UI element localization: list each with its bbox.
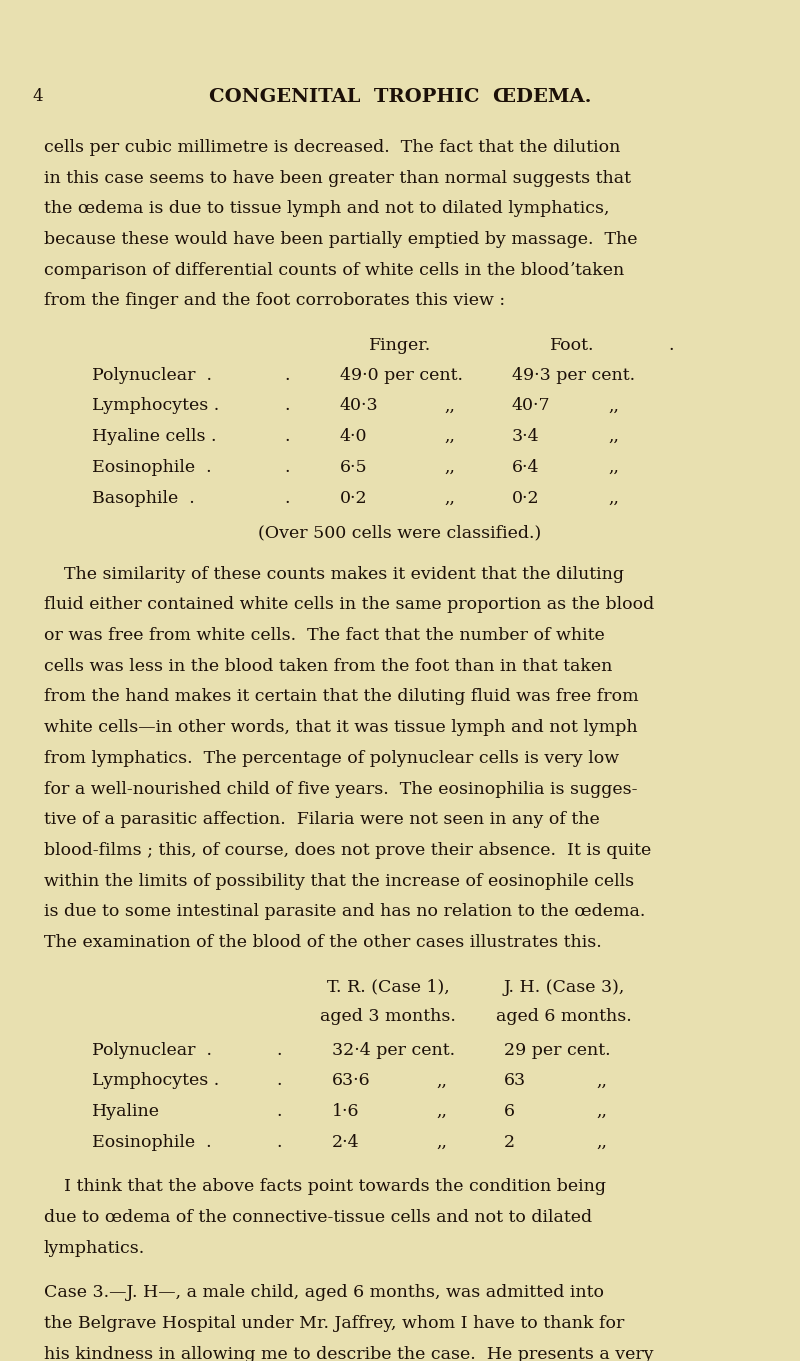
Text: ,,: ,, xyxy=(436,1134,447,1151)
Text: .: . xyxy=(284,459,290,476)
Text: ,,: ,, xyxy=(596,1134,607,1151)
Text: 4: 4 xyxy=(32,88,42,105)
Text: ,,: ,, xyxy=(436,1104,447,1120)
Text: ,,: ,, xyxy=(444,429,455,445)
Text: 2·4: 2·4 xyxy=(332,1134,360,1151)
Text: Basophile  .: Basophile . xyxy=(92,490,194,506)
Text: from the finger and the foot corroborates this view :: from the finger and the foot corroborate… xyxy=(44,293,505,309)
Text: 6: 6 xyxy=(504,1104,515,1120)
Text: I think that the above facts point towards the condition being: I think that the above facts point towar… xyxy=(64,1179,606,1195)
Text: Lymphocytes .: Lymphocytes . xyxy=(92,1072,219,1089)
Text: or was free from white cells.  The fact that the number of white: or was free from white cells. The fact t… xyxy=(44,627,605,644)
Text: .: . xyxy=(276,1041,282,1059)
Text: cells was less in the blood taken from the foot than in that taken: cells was less in the blood taken from t… xyxy=(44,657,612,675)
Text: The examination of the blood of the other cases illustrates this.: The examination of the blood of the othe… xyxy=(44,934,602,951)
Text: ,,: ,, xyxy=(436,1072,447,1089)
Text: Foot.: Foot. xyxy=(550,338,594,354)
Text: 6·5: 6·5 xyxy=(340,459,368,476)
Text: 2: 2 xyxy=(504,1134,515,1151)
Text: ,,: ,, xyxy=(444,490,455,506)
Text: 0·2: 0·2 xyxy=(340,490,368,506)
Text: is due to some intestinal parasite and has no relation to the œdema.: is due to some intestinal parasite and h… xyxy=(44,904,646,920)
Text: ,,: ,, xyxy=(596,1104,607,1120)
Text: Lymphocytes .: Lymphocytes . xyxy=(92,397,219,414)
Text: 49·0 per cent.: 49·0 per cent. xyxy=(340,366,463,384)
Text: for a well-nourished child of five years.  The eosinophilia is sugges-: for a well-nourished child of five years… xyxy=(44,781,638,798)
Text: the Belgrave Hospital under Mr. Jaffrey, whom I have to thank for: the Belgrave Hospital under Mr. Jaffrey,… xyxy=(44,1315,624,1332)
Text: The similarity of these counts makes it evident that the diluting: The similarity of these counts makes it … xyxy=(64,566,624,583)
Text: Eosinophile  .: Eosinophile . xyxy=(92,1134,212,1151)
Text: lymphatics.: lymphatics. xyxy=(44,1240,146,1256)
Text: because these would have been partially emptied by massage.  The: because these would have been partially … xyxy=(44,231,638,248)
Text: ,,: ,, xyxy=(596,1072,607,1089)
Text: .: . xyxy=(668,338,674,354)
Text: aged 3 months.: aged 3 months. xyxy=(320,1007,456,1025)
Text: fluid either contained white cells in the same proportion as the blood: fluid either contained white cells in th… xyxy=(44,596,654,614)
Text: 1·6: 1·6 xyxy=(332,1104,359,1120)
Text: within the limits of possibility that the increase of eosinophile cells: within the limits of possibility that th… xyxy=(44,872,634,890)
Text: 6·4: 6·4 xyxy=(512,459,539,476)
Text: 63·6: 63·6 xyxy=(332,1072,370,1089)
Text: tive of a parasitic affection.  Filaria were not seen in any of the: tive of a parasitic affection. Filaria w… xyxy=(44,811,600,829)
Text: 49·3 per cent.: 49·3 per cent. xyxy=(512,366,635,384)
Text: .: . xyxy=(276,1072,282,1089)
Text: ,,: ,, xyxy=(608,429,619,445)
Text: ,,: ,, xyxy=(608,459,619,476)
Text: Hyaline: Hyaline xyxy=(92,1104,160,1120)
Text: the œdema is due to tissue lymph and not to dilated lymphatics,: the œdema is due to tissue lymph and not… xyxy=(44,200,610,218)
Text: 29 per cent.: 29 per cent. xyxy=(504,1041,610,1059)
Text: white cells—in other words, that it was tissue lymph and not lymph: white cells—in other words, that it was … xyxy=(44,719,638,736)
Text: blood-films ; this, of course, does not prove their absence.  It is quite: blood-films ; this, of course, does not … xyxy=(44,842,651,859)
Text: .: . xyxy=(284,366,290,384)
Text: 40·3: 40·3 xyxy=(340,397,378,414)
Text: in this case seems to have been greater than normal suggests that: in this case seems to have been greater … xyxy=(44,170,631,186)
Text: .: . xyxy=(276,1104,282,1120)
Text: T. R. (Case 1),: T. R. (Case 1), xyxy=(326,979,450,996)
Text: .: . xyxy=(284,429,290,445)
Text: aged 6 months.: aged 6 months. xyxy=(496,1007,632,1025)
Text: CONGENITAL  TROPHIC  ŒDEMA.: CONGENITAL TROPHIC ŒDEMA. xyxy=(209,88,591,106)
Text: ,,: ,, xyxy=(444,459,455,476)
Text: 40·7: 40·7 xyxy=(512,397,550,414)
Text: J. H. (Case 3),: J. H. (Case 3), xyxy=(503,979,625,996)
Text: 0·2: 0·2 xyxy=(512,490,540,506)
Text: Hyaline cells .: Hyaline cells . xyxy=(92,429,217,445)
Text: .: . xyxy=(284,490,290,506)
Text: from lymphatics.  The percentage of polynuclear cells is very low: from lymphatics. The percentage of polyn… xyxy=(44,750,619,766)
Text: Finger.: Finger. xyxy=(369,338,431,354)
Text: 63: 63 xyxy=(504,1072,526,1089)
Text: 3·4: 3·4 xyxy=(512,429,540,445)
Text: his kindness in allowing me to describe the case.  He presents a very: his kindness in allowing me to describe … xyxy=(44,1346,654,1361)
Text: comparison of differential counts of white cells in the bloodʼtaken: comparison of differential counts of whi… xyxy=(44,261,624,279)
Text: .: . xyxy=(276,1134,282,1151)
Text: Case 3.—J. H—, a male child, aged 6 months, was admitted into: Case 3.—J. H—, a male child, aged 6 mont… xyxy=(44,1285,604,1301)
Text: (Over 500 cells were classified.): (Over 500 cells were classified.) xyxy=(258,524,542,542)
Text: cells per cubic millimetre is decreased.  The fact that the dilution: cells per cubic millimetre is decreased.… xyxy=(44,139,620,155)
Text: Polynuclear  .: Polynuclear . xyxy=(92,366,212,384)
Text: .: . xyxy=(284,397,290,414)
Text: Eosinophile  .: Eosinophile . xyxy=(92,459,212,476)
Text: ,,: ,, xyxy=(444,397,455,414)
Text: 32·4 per cent.: 32·4 per cent. xyxy=(332,1041,455,1059)
Text: 4·0: 4·0 xyxy=(340,429,367,445)
Text: from the hand makes it certain that the diluting fluid was free from: from the hand makes it certain that the … xyxy=(44,689,638,705)
Text: ,,: ,, xyxy=(608,490,619,506)
Text: due to œdema of the connective-tissue cells and not to dilated: due to œdema of the connective-tissue ce… xyxy=(44,1209,592,1226)
Text: ,,: ,, xyxy=(608,397,619,414)
Text: Polynuclear  .: Polynuclear . xyxy=(92,1041,212,1059)
